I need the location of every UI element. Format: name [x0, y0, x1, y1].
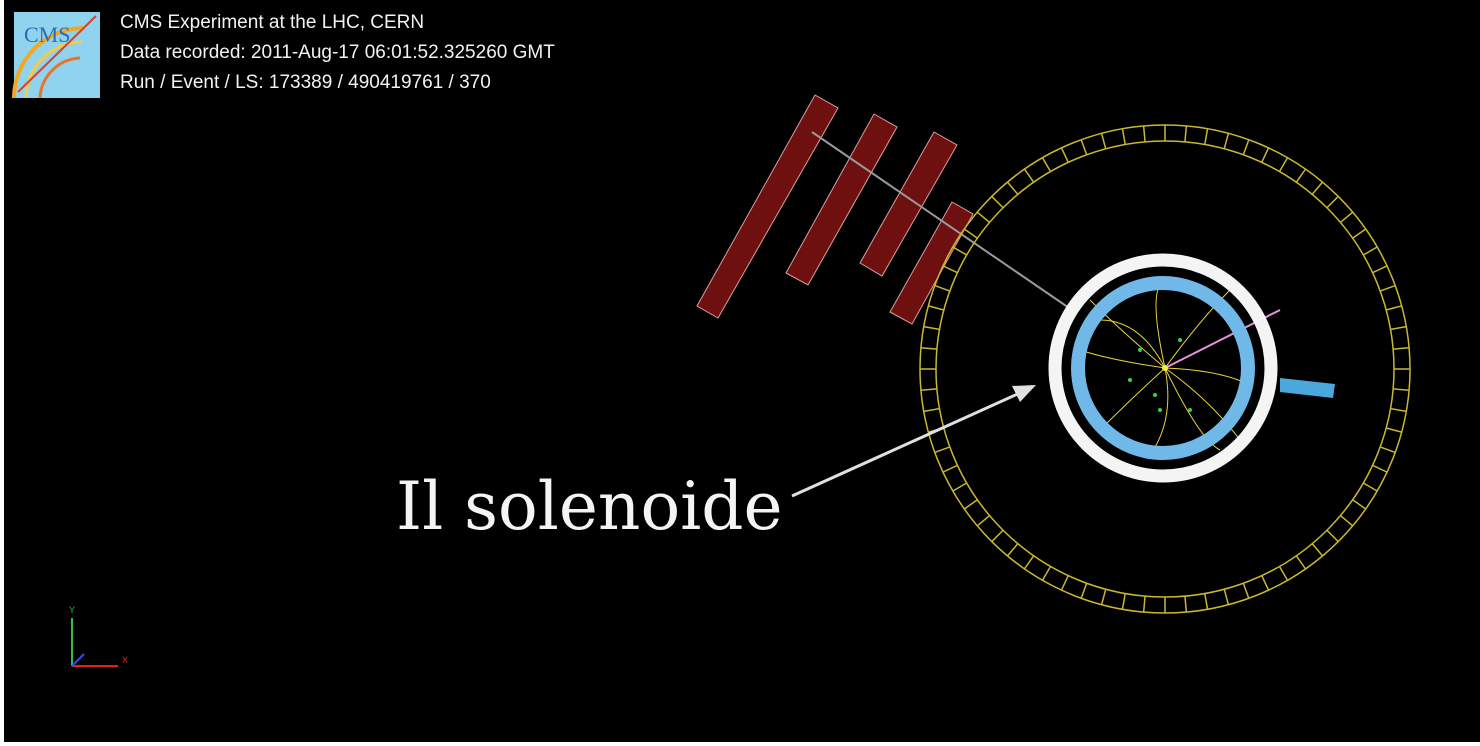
- ring-segment: [1006, 181, 1019, 195]
- ring-segment: [1311, 543, 1324, 557]
- ring-segment: [1379, 284, 1396, 292]
- ring-segment: [1100, 133, 1107, 149]
- ring-segment: [952, 482, 968, 492]
- ring-segment: [1142, 596, 1146, 613]
- ring-segment: [1295, 555, 1307, 570]
- hits: [1128, 338, 1192, 412]
- ring-segment: [934, 284, 951, 292]
- ring-segment: [1204, 593, 1209, 610]
- ring-segment: [1362, 482, 1378, 492]
- ring-segment: [1060, 575, 1069, 591]
- logo-text: CMS: [24, 22, 70, 47]
- ring-segment: [1121, 593, 1126, 610]
- axis-label: Y: [69, 605, 75, 615]
- ring-segment: [991, 529, 1004, 543]
- ring-segment: [1295, 168, 1307, 183]
- ring-segment: [1184, 125, 1188, 142]
- ring-segment: [1326, 529, 1339, 543]
- ring-segment: [1372, 265, 1388, 274]
- ring-segment: [976, 211, 991, 224]
- ring-segment: [976, 514, 991, 527]
- vertex: [1162, 365, 1168, 371]
- ring-segment: [920, 346, 937, 350]
- ring-segment: [1379, 446, 1396, 454]
- annotation: Il solenoide: [396, 468, 783, 545]
- ring-segment: [952, 246, 968, 256]
- ring-segment: [1041, 157, 1052, 172]
- ring-segment: [1278, 566, 1289, 581]
- ring-segment: [942, 464, 958, 473]
- ring-segment: [923, 407, 940, 413]
- ring-segment: [942, 265, 958, 274]
- ring-segment: [1326, 195, 1339, 209]
- ring-segment: [1184, 596, 1188, 613]
- hadron-calorimeter: [919, 124, 1411, 614]
- arrow-head: [1012, 385, 1036, 402]
- background: [4, 0, 1480, 742]
- ring-segment: [1006, 543, 1019, 557]
- ring-segment: [1390, 407, 1407, 413]
- ring-segment: [923, 325, 940, 331]
- ring-segment: [1386, 427, 1402, 433]
- ring-segment: [1339, 211, 1354, 224]
- ring-segment: [928, 305, 944, 311]
- ring-segment: [920, 388, 937, 392]
- calo-deposit: [1280, 378, 1335, 398]
- ring-segment: [1311, 181, 1324, 195]
- ring-segment: [1242, 582, 1250, 599]
- ring-segment: [1223, 133, 1230, 149]
- ring-segment: [1393, 388, 1410, 392]
- highlight-circle: [1048, 253, 1278, 483]
- ring-segment: [1372, 464, 1388, 473]
- ring-segment: [1204, 128, 1209, 145]
- ring-segment: [1352, 228, 1367, 239]
- ring-segment: [1060, 147, 1069, 163]
- ring-segment: [1100, 589, 1107, 605]
- ring-segment: [1261, 147, 1270, 163]
- arrow-shaft: [791, 390, 1023, 498]
- header-line: Data recorded: 2011-Aug-17 06:01:52.3252…: [120, 42, 555, 63]
- header-line: CMS Experiment at the LHC, CERN: [120, 12, 424, 33]
- ring-segment: [1339, 514, 1354, 527]
- ring-segment: [963, 228, 978, 239]
- ring-segment: [1023, 168, 1035, 183]
- ring-segment: [1223, 589, 1230, 605]
- ring-segment: [1278, 157, 1289, 172]
- ring-segment: [1352, 499, 1367, 510]
- ring-segment: [1080, 582, 1088, 599]
- ring-segment: [1080, 139, 1088, 156]
- ring-segment: [1121, 128, 1126, 145]
- ring-segment: [1393, 346, 1410, 350]
- muon-track: [811, 131, 1076, 313]
- muon-chambers: [696, 94, 974, 325]
- ring-segment: [963, 499, 978, 510]
- ring-segment: [1242, 139, 1250, 156]
- ring-segment: [991, 195, 1004, 209]
- ring-segment: [934, 446, 951, 454]
- header-line: Run / Event / LS: 173389 / 490419761 / 3…: [120, 72, 491, 93]
- axis-indicator: Y X: [69, 605, 128, 667]
- ring-segment: [1142, 125, 1146, 142]
- ring-segment: [1041, 566, 1052, 581]
- axis-label: X: [122, 655, 128, 665]
- ring-segment: [1362, 246, 1378, 256]
- ring-segment: [1386, 305, 1402, 311]
- ring-segment: [1261, 575, 1270, 591]
- ring-segment: [1390, 325, 1407, 331]
- solenoid: [1071, 276, 1255, 460]
- ring-segment: [1023, 555, 1035, 570]
- logo: CMS: [12, 12, 100, 99]
